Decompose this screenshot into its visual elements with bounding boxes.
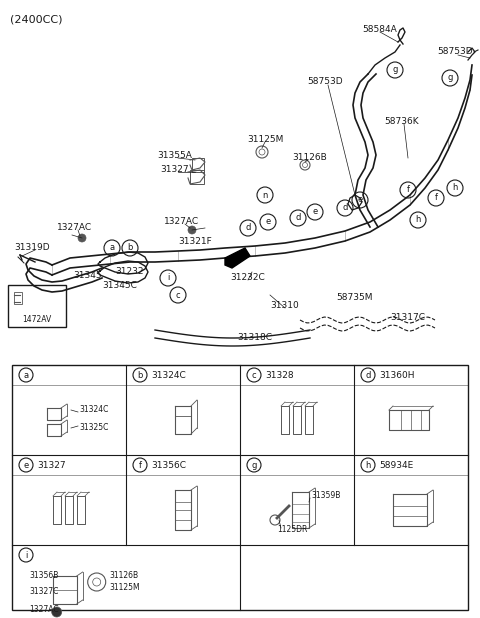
Text: 31356C: 31356C	[151, 460, 186, 470]
Text: n: n	[262, 190, 268, 200]
Text: 31356B: 31356B	[30, 572, 59, 580]
Text: 31324C: 31324C	[151, 371, 186, 379]
Text: 31125M: 31125M	[247, 135, 283, 145]
Text: a: a	[109, 243, 115, 253]
Text: 31126B: 31126B	[293, 153, 327, 163]
Text: 31327: 31327	[37, 460, 66, 470]
Text: 31317C: 31317C	[391, 313, 425, 323]
Bar	[8, 285, 66, 327]
Text: b: b	[137, 371, 143, 379]
Text: 31345C: 31345C	[103, 281, 137, 289]
Text: 31359B: 31359B	[311, 491, 340, 501]
Text: e: e	[24, 460, 29, 470]
Text: f: f	[434, 193, 437, 203]
Text: f: f	[139, 460, 142, 470]
Bar	[190, 170, 204, 184]
Text: a: a	[24, 371, 29, 379]
Text: h: h	[452, 184, 458, 192]
Text: 58584A: 58584A	[362, 25, 397, 35]
Text: h: h	[365, 460, 371, 470]
Text: g: g	[392, 66, 398, 75]
Text: b: b	[127, 243, 132, 253]
Text: 1327AC: 1327AC	[165, 218, 200, 227]
Text: c: c	[252, 371, 256, 379]
Text: 31318C: 31318C	[238, 334, 273, 342]
Text: 58934E: 58934E	[379, 460, 413, 470]
Text: i: i	[25, 551, 27, 559]
Text: 58736K: 58736K	[384, 117, 420, 127]
Bar	[14, 292, 22, 304]
Text: 31310: 31310	[271, 300, 300, 310]
Text: 58753D: 58753D	[437, 48, 473, 56]
Text: 1327AC: 1327AC	[30, 606, 60, 614]
Text: 31355A: 31355A	[157, 151, 192, 159]
Text: (2400CC): (2400CC)	[10, 14, 62, 24]
Text: 31345: 31345	[74, 271, 102, 279]
Text: 31319D: 31319D	[14, 243, 50, 253]
Text: 31126B: 31126B	[110, 572, 139, 580]
Text: c: c	[176, 290, 180, 300]
Polygon shape	[225, 248, 250, 268]
Text: 1125DR: 1125DR	[277, 525, 307, 535]
Text: 31125M: 31125M	[110, 583, 140, 593]
Circle shape	[78, 234, 86, 242]
Text: 58735M: 58735M	[337, 294, 373, 302]
Text: 31325C: 31325C	[79, 423, 108, 433]
Text: 1472AV: 1472AV	[23, 315, 52, 323]
Text: g: g	[447, 74, 453, 82]
Text: 31328: 31328	[265, 371, 294, 379]
Bar	[12, 365, 468, 610]
Text: f: f	[407, 185, 409, 195]
Text: 58753D: 58753D	[307, 77, 343, 87]
Text: 31327: 31327	[161, 166, 189, 174]
Bar	[192, 158, 204, 172]
Text: 31360H: 31360H	[379, 371, 415, 379]
Text: d: d	[342, 203, 348, 213]
Text: e: e	[312, 208, 318, 216]
Text: d: d	[295, 213, 300, 222]
Text: 1327AC: 1327AC	[58, 224, 93, 232]
Text: i: i	[167, 274, 169, 282]
Text: h: h	[415, 216, 420, 224]
Text: 31232: 31232	[116, 268, 144, 276]
Circle shape	[52, 607, 62, 617]
Text: 31321F: 31321F	[178, 237, 212, 247]
Text: 31327C: 31327C	[30, 588, 59, 596]
Text: e: e	[265, 218, 271, 227]
Text: g: g	[252, 460, 257, 470]
Text: 31324C: 31324C	[79, 405, 108, 415]
Text: d: d	[365, 371, 371, 379]
Text: e: e	[358, 195, 362, 205]
Circle shape	[188, 226, 196, 234]
Text: 31232C: 31232C	[230, 274, 265, 282]
Text: d: d	[245, 224, 251, 232]
